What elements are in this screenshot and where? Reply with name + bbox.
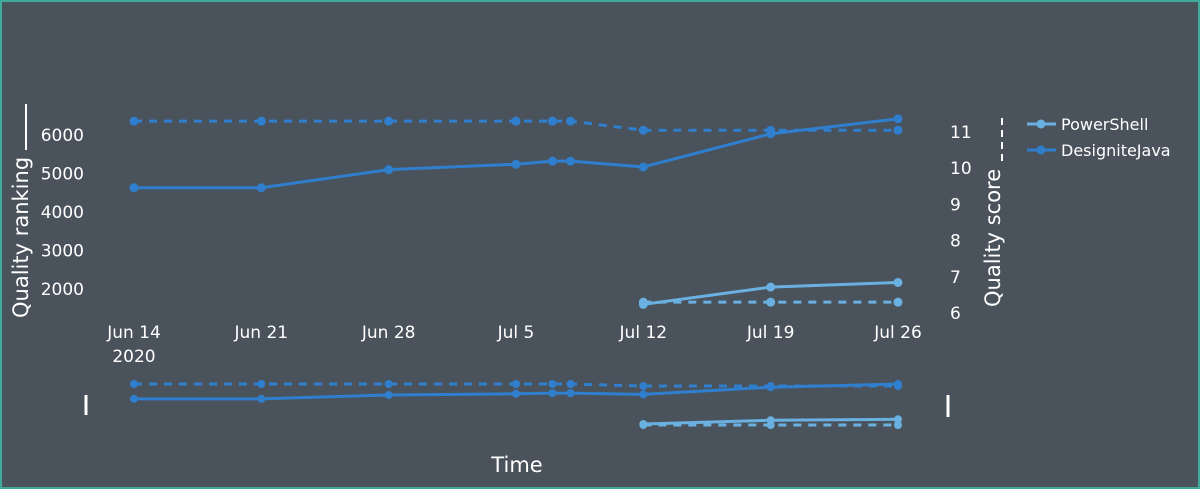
designitejava-nav-ranking-point[interactable] [384, 390, 393, 399]
designitejava-score-point[interactable] [566, 116, 576, 126]
y-right-tick-label: 6 [950, 304, 961, 324]
designitejava-score-point[interactable] [893, 125, 903, 135]
designitejava-nav-score-point[interactable] [639, 382, 648, 391]
designitejava-nav-score-point[interactable] [384, 380, 393, 388]
powershell-ranking-point[interactable] [766, 282, 776, 292]
y-left-axis-title: Quality ranking [9, 157, 33, 318]
powershell-score-point[interactable] [638, 297, 648, 307]
legend-item-powershell[interactable]: PowerShell [1027, 115, 1148, 134]
designitejava-ranking-point[interactable] [547, 156, 557, 166]
y-right-tick-label: 11 [950, 123, 972, 143]
designitejava-score-point[interactable] [256, 116, 266, 126]
x-tick-label: Jul 19 [746, 323, 795, 343]
powershell-score-point[interactable] [893, 297, 903, 307]
y-right-axis-title: Quality score [981, 169, 1005, 307]
legend-marker [1036, 145, 1046, 155]
legend-item-designitejava[interactable]: DesigniteJava [1027, 141, 1171, 160]
navigator-series [130, 380, 902, 429]
powershell-nav-score-point[interactable] [766, 421, 775, 429]
y-left-axis-title-group: Quality ranking [9, 104, 33, 318]
x-tick-label: Jul 12 [619, 323, 668, 343]
x-axis-title: Time [490, 453, 542, 477]
designitejava-ranking-point[interactable] [511, 159, 521, 169]
y-left-tick-label: 3000 [41, 242, 84, 262]
y-left-tick-label: 6000 [41, 126, 84, 146]
y-left-tick-label: 4000 [41, 203, 84, 223]
y-right-tick-label: 9 [950, 195, 961, 215]
designitejava-score-point[interactable] [547, 116, 557, 126]
designitejava-ranking-point[interactable] [384, 165, 394, 175]
y-right-tick-label: 7 [950, 268, 961, 288]
y-left-axis-ticks: 2000 3000 4000 5000 6000 [41, 126, 84, 300]
x-tick-sublabel: 2020 [112, 347, 155, 367]
designitejava-score-line [134, 119, 898, 132]
designitejava-nav-score-point[interactable] [566, 380, 575, 388]
powershell-nav-ranking-point[interactable] [894, 415, 902, 424]
y-right-axis-ticks: 6 7 8 9 10 11 [950, 123, 972, 324]
designitejava-score-point[interactable] [384, 116, 394, 126]
designitejava-ranking-point[interactable] [129, 183, 139, 193]
y-right-axis-title-group: Quality score [981, 118, 1005, 307]
designitejava-score-point[interactable] [511, 116, 521, 126]
legend-marker [1036, 119, 1046, 129]
designitejava-nav-score-point[interactable] [548, 380, 557, 388]
powershell-nav-score-point[interactable] [639, 421, 648, 429]
designitejava-nav-score-point[interactable] [512, 380, 520, 388]
legend-label: DesigniteJava [1061, 141, 1171, 160]
designitejava-nav-ranking-point[interactable] [512, 389, 520, 398]
designitejava-score-point[interactable] [129, 116, 139, 126]
designitejava-ranking-point[interactable] [256, 183, 266, 193]
designitejava-nav-score-point[interactable] [130, 380, 138, 388]
designitejava-nav-ranking-point[interactable] [130, 394, 138, 403]
designitejava-nav-score-point[interactable] [257, 380, 266, 388]
designitejava-nav-score-line [134, 382, 898, 388]
powershell-nav-score-point[interactable] [894, 421, 902, 429]
designitejava-nav-score-point[interactable] [894, 382, 902, 391]
designitejava-nav-ranking-point[interactable] [257, 394, 266, 403]
designitejava-nav-ranking-point[interactable] [548, 389, 557, 398]
designitejava-ranking-point[interactable] [893, 114, 903, 124]
powershell-score-point[interactable] [766, 297, 776, 307]
x-tick-label: Jun 21 [234, 323, 289, 343]
designitejava-nav-ranking-point[interactable] [566, 389, 575, 398]
y-left-tick-label: 2000 [41, 280, 84, 300]
legend: PowerShell DesigniteJava [1027, 115, 1171, 160]
x-tick-label: Jul 26 [873, 323, 922, 343]
designitejava-score-point[interactable] [638, 125, 648, 135]
designitejava-nav-score-point[interactable] [766, 382, 775, 391]
x-tick-label: Jun 14 [106, 323, 161, 343]
powershell-ranking-point[interactable] [893, 277, 903, 287]
legend-label: PowerShell [1061, 115, 1148, 134]
x-tick-label: Jul 5 [497, 323, 535, 343]
y-left-tick-label: 5000 [41, 165, 84, 185]
main-plot-series [129, 114, 903, 309]
designitejava-ranking-point[interactable] [638, 162, 648, 172]
designitejava-nav-ranking-point[interactable] [639, 390, 648, 399]
y-right-tick-label: 8 [950, 232, 961, 252]
x-axis-ticks: Jun 14 2020 Jun 21 Jun 28 Jul 5 Jul 12 Jul 19 J… [106, 323, 922, 367]
x-tick-label: Jun 28 [361, 323, 416, 343]
designitejava-score-point[interactable] [766, 125, 776, 135]
y-right-tick-label: 10 [950, 159, 972, 179]
designitejava-ranking-point[interactable] [566, 156, 576, 166]
